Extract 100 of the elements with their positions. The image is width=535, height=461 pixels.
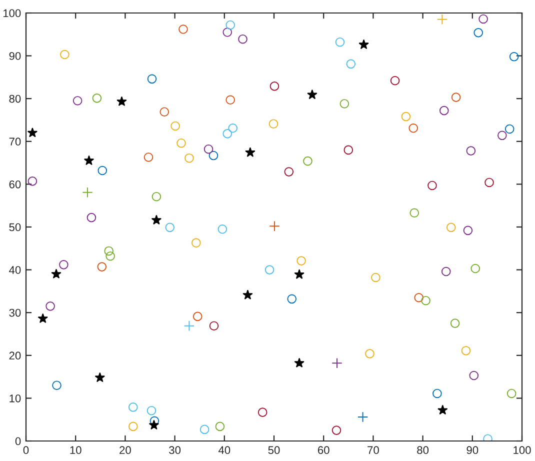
point — [432, 388, 442, 398]
point — [340, 99, 350, 108]
point — [104, 246, 114, 256]
point — [28, 176, 38, 186]
point — [408, 123, 418, 133]
point — [421, 296, 430, 306]
point — [390, 76, 400, 86]
point — [470, 264, 480, 274]
point — [357, 412, 368, 422]
point — [245, 147, 256, 157]
point — [38, 313, 48, 324]
point — [51, 268, 62, 278]
point — [469, 370, 479, 380]
point — [268, 119, 278, 129]
point — [92, 94, 102, 103]
point — [72, 96, 82, 106]
y-tick-label: 40 — [9, 266, 21, 274]
point — [184, 153, 194, 163]
point — [176, 138, 186, 148]
point — [148, 420, 160, 430]
point — [401, 112, 411, 122]
point — [498, 130, 507, 140]
point — [144, 152, 154, 162]
y-tick-label: 0 — [15, 437, 21, 446]
point — [59, 260, 68, 270]
point — [303, 156, 312, 166]
x-tick-label: 40 — [218, 446, 230, 454]
y-tick-label: 10 — [10, 394, 21, 402]
point — [294, 269, 304, 279]
y-tick-label: 70 — [9, 138, 21, 146]
point — [86, 212, 96, 222]
point — [344, 145, 354, 155]
point — [438, 404, 448, 415]
point — [82, 186, 93, 198]
point — [94, 372, 106, 382]
point — [52, 380, 62, 390]
point — [128, 422, 138, 432]
point — [191, 238, 201, 248]
x-tick-label: 100 — [514, 446, 531, 454]
point — [242, 290, 253, 300]
point — [294, 358, 304, 368]
point — [270, 82, 280, 91]
point — [441, 266, 451, 276]
point — [428, 180, 437, 190]
x-tick-label: 60 — [318, 446, 330, 454]
point — [450, 318, 460, 328]
point — [504, 124, 514, 134]
point — [222, 28, 232, 37]
y-tick-label: 30 — [9, 308, 21, 317]
point — [307, 89, 318, 100]
y-tick-label: 80 — [9, 94, 21, 103]
point — [60, 50, 70, 60]
y-tick-label: 100 — [3, 9, 21, 18]
point — [296, 256, 306, 266]
point — [226, 20, 236, 30]
point — [509, 52, 519, 62]
x-tick-label: 20 — [120, 446, 131, 454]
point — [200, 424, 210, 434]
x-tick-label: 70 — [368, 446, 379, 454]
point — [116, 96, 127, 106]
point — [147, 74, 157, 84]
point — [410, 208, 420, 218]
point — [414, 292, 424, 302]
point — [474, 28, 484, 38]
x-tick-label: 0 — [23, 446, 29, 454]
point — [98, 166, 108, 176]
point — [170, 121, 180, 131]
point — [151, 214, 162, 225]
point — [152, 192, 162, 202]
point — [222, 129, 232, 138]
point — [215, 422, 225, 432]
point — [146, 406, 156, 416]
point — [332, 426, 342, 435]
point — [284, 167, 294, 176]
point — [466, 146, 476, 156]
point — [106, 251, 115, 261]
point — [439, 106, 449, 116]
x-tick-label: 90 — [466, 446, 478, 454]
point — [97, 262, 107, 272]
point — [165, 222, 174, 232]
point — [258, 408, 268, 417]
y-tick-label: 20 — [9, 352, 21, 360]
point — [484, 178, 494, 188]
point — [451, 92, 461, 102]
point — [446, 222, 456, 232]
x-tick-label: 10 — [70, 446, 82, 454]
point — [84, 155, 94, 166]
point — [365, 349, 374, 358]
point — [27, 127, 38, 138]
point — [46, 302, 55, 311]
point — [461, 346, 471, 356]
x-tick-label: 50 — [268, 446, 280, 454]
point — [218, 224, 228, 234]
point — [506, 388, 516, 398]
point — [264, 265, 274, 274]
point — [335, 37, 345, 47]
point — [358, 39, 369, 50]
point — [371, 272, 380, 282]
point — [208, 150, 218, 160]
y-tick-label: 90 — [9, 52, 21, 60]
